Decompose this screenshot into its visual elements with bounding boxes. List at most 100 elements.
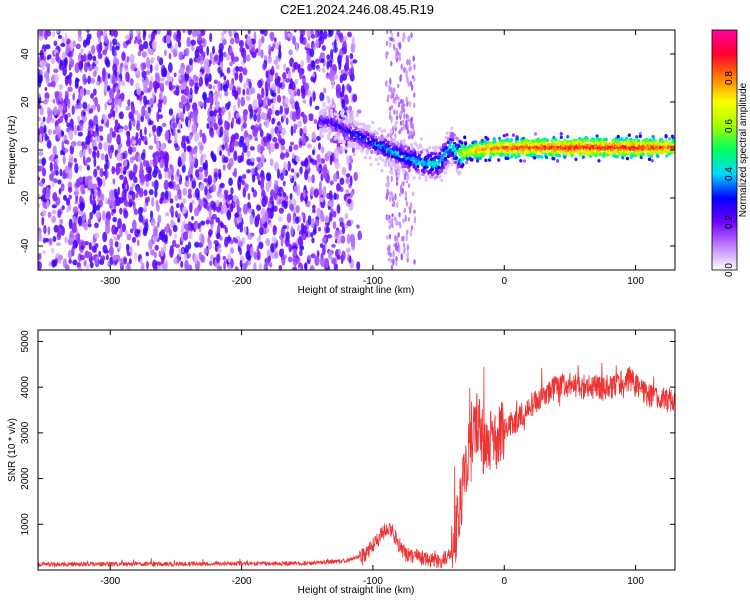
spectrogram-cell (137, 229, 141, 234)
spectrogram-cell (188, 231, 193, 240)
spectrogram-cell (152, 30, 157, 34)
spectrogram-cell (163, 49, 167, 57)
spectrogram-cell (153, 165, 159, 175)
spectrogram-cell (223, 129, 229, 138)
spectrogram-cell (227, 100, 231, 108)
spectrogram-cell (273, 251, 279, 260)
spectrogram-cell (135, 82, 140, 90)
spectrogram-cell (228, 82, 234, 91)
spectrogram-cell (206, 45, 210, 56)
spectrogram-cell (351, 146, 355, 154)
spectrogram-cell (114, 103, 119, 114)
spectrogram-cell (326, 105, 330, 110)
spectrogram-cell (324, 258, 329, 269)
spectrogram-cell (394, 52, 398, 61)
spectrogram-cell (64, 32, 68, 43)
spectrogram-cell (60, 42, 66, 48)
spectrogram-cell (146, 260, 149, 270)
spectrogram-cell (201, 132, 206, 138)
spectrogram-cell (332, 210, 337, 218)
spectrogram-cell (334, 161, 340, 169)
y-tick-label: 0 (20, 147, 31, 153)
spectrogram-cell (395, 255, 398, 262)
spectrogram-cell (187, 119, 191, 130)
spectrogram-cell (242, 68, 248, 76)
spectrogram-cell (199, 200, 205, 207)
spectrogram-cell (350, 115, 355, 119)
y-tick-label: -20 (20, 190, 31, 205)
spectrogram-cell (484, 158, 488, 163)
spectrogram-cell (181, 164, 186, 173)
spectrogram-cell (271, 200, 275, 211)
spectrogram-cell (329, 180, 334, 186)
spectrogram-cell (317, 67, 321, 72)
spectrogram-cell (52, 191, 58, 202)
spectrogram-cell (450, 126, 454, 131)
spectrogram-cell (123, 257, 127, 265)
spectrogram-cell (283, 103, 288, 108)
spectrogram-cell (263, 112, 268, 121)
colorbar-tick-label: 0.6 (724, 119, 735, 133)
spectrogram-cell (126, 138, 131, 147)
spectrogram-cell (188, 153, 192, 164)
spectrogram-cell (101, 210, 106, 221)
spectrogram-cell (153, 264, 158, 270)
spectrogram-cell (260, 35, 265, 44)
spectrogram-cell (145, 70, 151, 76)
spectrogram-cell (518, 142, 522, 147)
spectrogram-cell (523, 145, 528, 149)
spectrogram-cell (191, 45, 195, 52)
spectrogram-cell (120, 92, 125, 101)
spectrogram-cell (402, 108, 406, 113)
spectrogram-cell (261, 175, 265, 185)
spectrogram-cell (218, 107, 222, 117)
spectrogram-cell (102, 231, 108, 243)
spectrogram-cell (390, 115, 393, 124)
spectrogram-cell (109, 30, 115, 37)
spectrogram-cell (112, 216, 117, 223)
spectrogram-cell (38, 261, 42, 270)
spectrogram-cell (80, 48, 84, 53)
spectrogram-cell (339, 177, 345, 185)
spectrogram-cell (306, 52, 311, 64)
spectrogram-cell (114, 241, 119, 248)
spectrogram-cell (69, 230, 74, 239)
spectrogram-cell (42, 250, 46, 255)
spectrogram-cell (240, 125, 244, 132)
spectrogram-cell (340, 235, 346, 244)
spectrogram-cell (412, 131, 416, 136)
spectrogram-cell (147, 169, 152, 176)
spectrogram-cell (66, 127, 70, 133)
spectrogram-cell (74, 162, 79, 174)
spectrogram-cell (157, 108, 162, 113)
spectrogram-cell (221, 144, 225, 149)
spectrogram-cell (148, 145, 154, 150)
spectrogram-cell (234, 72, 239, 81)
spectrogram-cell (268, 255, 271, 263)
spectrogram-cell (183, 142, 187, 153)
spectrogram-cell (82, 155, 86, 165)
spectrogram-cell (83, 53, 87, 61)
spectrogram-cell (175, 203, 180, 209)
spectrogram-cell (199, 144, 204, 151)
spectrogram-cell (293, 30, 297, 33)
y-tick-label: 3000 (20, 421, 31, 444)
spectrogram-cell (256, 156, 260, 162)
spectrogram-cell (410, 156, 414, 161)
spectrogram-cell (372, 132, 376, 137)
spectrogram-cell (118, 242, 122, 251)
spectrogram-cell (123, 125, 129, 131)
spectrogram-cell (62, 155, 66, 165)
spectrogram-cell (291, 102, 295, 110)
spectrogram-cell (167, 170, 171, 180)
spectrogram-cell (349, 190, 354, 198)
spectrogram-cell (288, 174, 293, 179)
x-tick-label: 100 (627, 576, 644, 587)
spectrogram-cell (119, 174, 124, 180)
spectrogram-cell (305, 42, 311, 49)
spectrogram-cell (169, 248, 174, 259)
spectrogram-cell (325, 74, 331, 79)
spectrogram-cell (502, 133, 506, 138)
spectrogram-cell (315, 39, 320, 48)
spectrogram-cell (102, 244, 108, 254)
